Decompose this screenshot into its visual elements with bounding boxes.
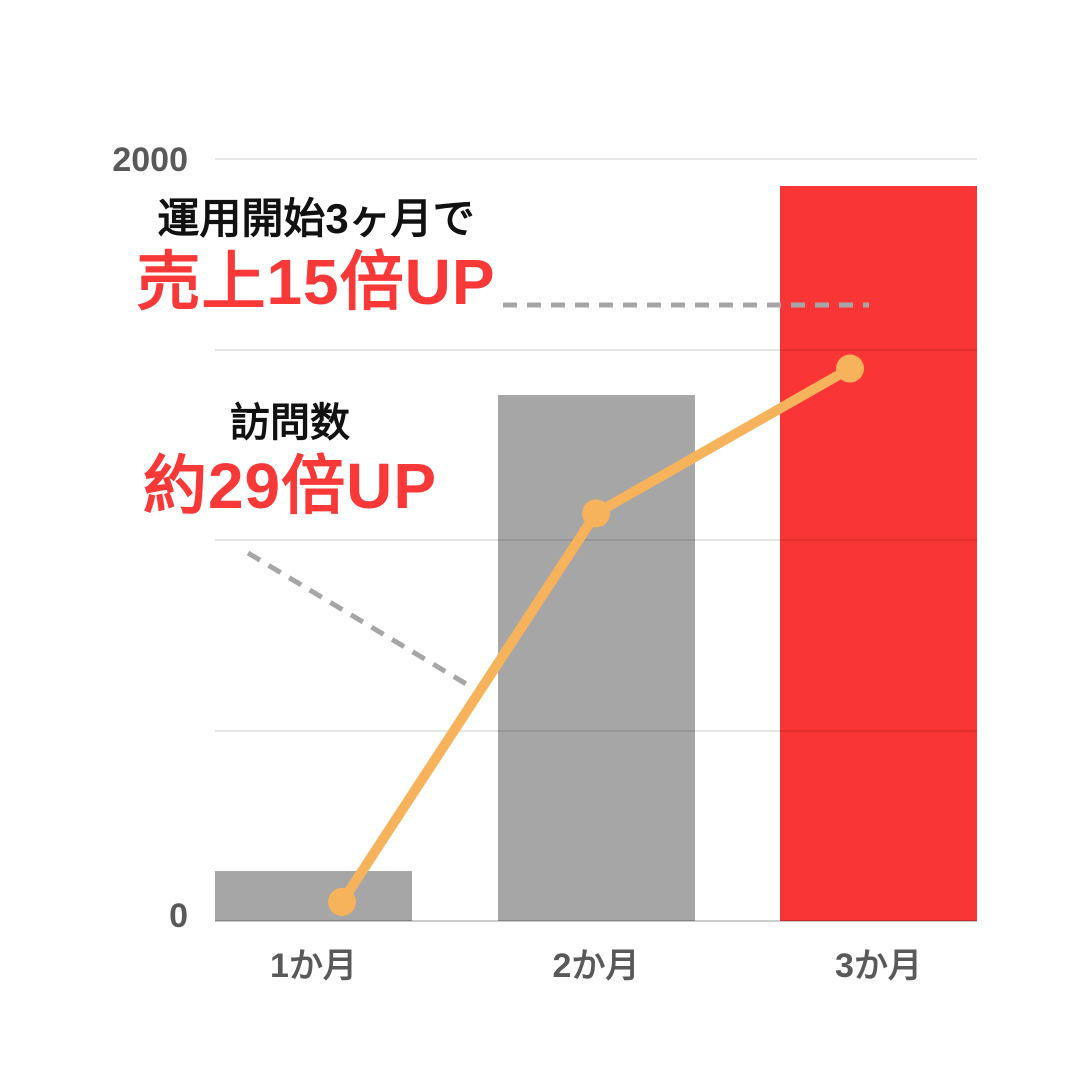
gridline-1500 <box>215 348 977 351</box>
x-axis-label-1: 1か月 <box>270 947 357 985</box>
gridline-500 <box>215 729 977 732</box>
visits-annotation-heading: 訪問数 <box>230 401 350 445</box>
bar-month-2 <box>497 395 695 921</box>
bar-month-1 <box>215 871 412 921</box>
sales-annotation-value: 売上15倍UP <box>136 246 496 318</box>
sales-annotation-heading: 運用開始3ヶ月で <box>157 195 475 242</box>
y-axis-tick-2000: 2000 <box>112 141 188 179</box>
x-axis-label-3: 3か月 <box>835 947 922 985</box>
gridline-2000 <box>215 158 977 160</box>
y-axis-tick-0: 0 <box>169 897 188 935</box>
visits-annotation: 訪問数 約29倍UP <box>90 396 490 520</box>
sales-annotation: 運用開始3ヶ月で 売上15倍UP <box>116 192 516 316</box>
x-axis-baseline <box>215 920 977 922</box>
visits-annotation-value: 約29倍UP <box>142 450 438 522</box>
bar-month-3 <box>780 185 977 921</box>
x-axis-label-2: 2か月 <box>552 947 640 985</box>
gridline-1000 <box>215 539 977 541</box>
